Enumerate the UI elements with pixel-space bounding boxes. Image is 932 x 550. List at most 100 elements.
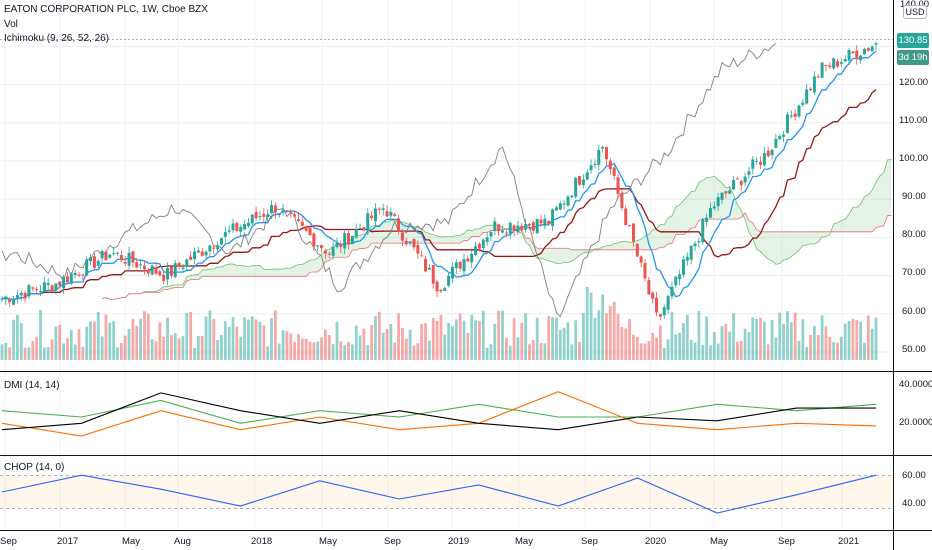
candle-body bbox=[866, 48, 870, 51]
price-axis[interactable]: 140.00 120.00 110.00 100.00 90.00 80.00 … bbox=[899, 0, 932, 509]
candle-body bbox=[23, 292, 27, 299]
volume-bar bbox=[666, 339, 670, 360]
ichimoku-legend[interactable]: Ichimoku (9, 26, 52, 26) bbox=[4, 33, 110, 44]
volume-bar bbox=[243, 317, 246, 360]
volume-bar bbox=[223, 321, 227, 360]
candle-body bbox=[362, 227, 366, 231]
volume-bar bbox=[589, 292, 593, 360]
volume-bar bbox=[170, 335, 173, 360]
volume-bar bbox=[281, 330, 285, 360]
candle-body bbox=[531, 222, 535, 231]
candle-body bbox=[377, 208, 381, 210]
candle-body bbox=[778, 136, 782, 140]
candle-body bbox=[231, 223, 235, 231]
volume-bar bbox=[520, 322, 524, 360]
volume-bar bbox=[8, 347, 12, 360]
candle-body bbox=[597, 149, 601, 165]
candle-body bbox=[620, 193, 624, 209]
volume-bar bbox=[185, 312, 189, 360]
candle-body bbox=[162, 274, 166, 282]
volume-bar bbox=[724, 323, 728, 360]
candle-body bbox=[35, 289, 39, 291]
volume-bar bbox=[558, 330, 562, 360]
volume-bar bbox=[127, 328, 131, 360]
volume-bar bbox=[547, 315, 551, 360]
volume-bar bbox=[685, 314, 689, 360]
volume-bar bbox=[196, 336, 200, 360]
volume-bar bbox=[408, 329, 412, 360]
candle-body bbox=[624, 208, 628, 226]
symbol-title[interactable]: EATON CORPORATION PLC, 1W, Cboe BZX bbox=[4, 4, 208, 15]
candle-body bbox=[393, 214, 397, 216]
candle-body bbox=[65, 276, 69, 283]
candle-body bbox=[739, 181, 743, 186]
time-axis[interactable]: Sep 2017 May Aug 2018 May Sep 2019 May S… bbox=[0, 536, 859, 547]
volume-bar bbox=[108, 322, 112, 360]
volume-bar bbox=[658, 325, 662, 360]
volume-bar bbox=[123, 335, 127, 360]
candle-body bbox=[385, 211, 389, 217]
volume-bar bbox=[789, 322, 793, 360]
volume-bar bbox=[851, 318, 855, 360]
volume-bar bbox=[524, 313, 528, 360]
candle-body bbox=[316, 245, 320, 247]
volume-legend[interactable]: Vol bbox=[4, 19, 18, 30]
volume-bar bbox=[335, 321, 339, 360]
volume-bar bbox=[859, 321, 862, 360]
volume-bar bbox=[293, 342, 297, 360]
volume-bar bbox=[466, 332, 470, 360]
candle-body bbox=[712, 206, 716, 209]
dmi-legend[interactable]: DMI (14, 14) bbox=[4, 380, 60, 391]
candle-body bbox=[15, 295, 19, 298]
candle-body bbox=[855, 50, 859, 59]
candle-body bbox=[782, 134, 786, 137]
candle-body bbox=[223, 231, 227, 237]
volume-bar bbox=[628, 318, 631, 360]
currency-badge[interactable]: USD bbox=[903, 5, 927, 19]
candle-body bbox=[173, 263, 177, 278]
candle-body bbox=[347, 233, 351, 245]
candle-body bbox=[647, 280, 651, 295]
candle-body bbox=[766, 150, 770, 157]
volume-bar bbox=[766, 344, 770, 360]
volume-bar bbox=[616, 313, 620, 360]
candle-body bbox=[81, 274, 85, 276]
candle-body bbox=[139, 264, 143, 266]
volume-bar bbox=[181, 336, 185, 360]
candle-body bbox=[562, 203, 566, 205]
volume-bar bbox=[150, 339, 154, 360]
volume-bar bbox=[96, 311, 100, 360]
volume-bar bbox=[77, 329, 81, 360]
candle-body bbox=[408, 241, 412, 244]
volume-bar bbox=[216, 340, 220, 360]
volume-bar bbox=[870, 328, 874, 360]
adx-line bbox=[1, 392, 876, 431]
time-axis-label: 2018 bbox=[251, 536, 272, 547]
volume-bar bbox=[370, 325, 374, 360]
volume-bar bbox=[350, 344, 354, 360]
volume-bar bbox=[570, 344, 574, 360]
time-axis-label: May bbox=[515, 536, 533, 547]
volume-bar bbox=[104, 314, 108, 360]
price-axis-label: 60.00 bbox=[902, 306, 926, 317]
volume-bar bbox=[716, 343, 720, 360]
candle-body bbox=[558, 203, 562, 210]
volume-bar bbox=[320, 337, 323, 360]
volume-bar bbox=[655, 337, 658, 360]
volume-bar bbox=[266, 346, 270, 360]
candle-body bbox=[485, 237, 489, 242]
candle-body bbox=[685, 256, 689, 261]
volume-bar bbox=[639, 343, 643, 360]
chop-pane bbox=[0, 474, 893, 514]
candle-body bbox=[27, 285, 31, 297]
volume-bar bbox=[316, 341, 320, 360]
candle-body bbox=[797, 105, 801, 117]
candle-body bbox=[470, 253, 474, 263]
chop-legend[interactable]: CHOP (14, 0) bbox=[4, 462, 65, 473]
volume-bar bbox=[697, 311, 701, 360]
candle-body bbox=[859, 55, 863, 61]
candle-body bbox=[266, 215, 270, 218]
volume-bar bbox=[820, 315, 824, 360]
volume-bar bbox=[4, 342, 8, 360]
